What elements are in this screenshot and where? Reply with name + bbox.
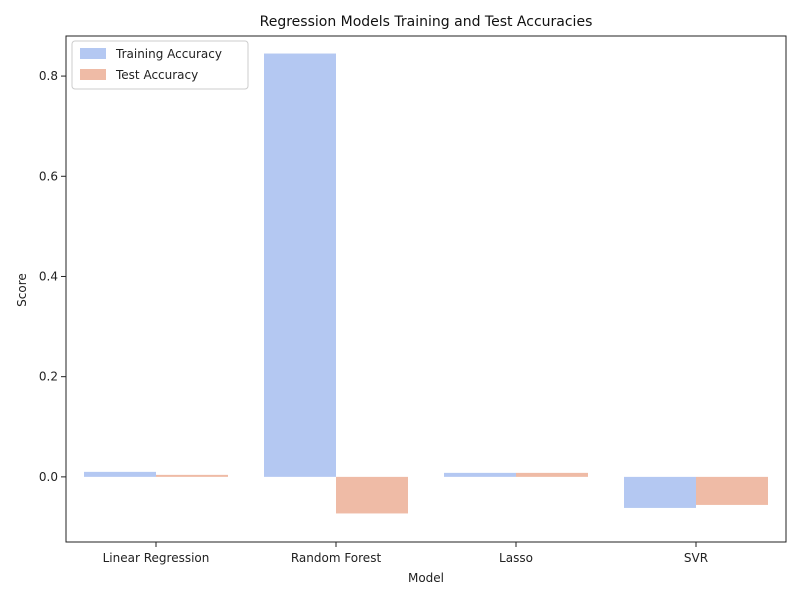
y-tick-label: 0.6 [39, 169, 58, 183]
bar-test-3 [696, 476, 768, 505]
legend-swatch [80, 69, 106, 80]
x-axis-label: Model [408, 571, 444, 585]
legend-swatch [80, 48, 106, 59]
bar-test-0 [156, 474, 228, 477]
legend-label: Test Accuracy [115, 68, 198, 82]
y-tick-label: 0.4 [39, 269, 58, 283]
y-axis: 0.0 0.2 0.4 0.6 0.8 [39, 69, 66, 484]
bar-test-2 [516, 472, 588, 477]
bar-training-1 [264, 53, 336, 477]
y-tick-label: 0.0 [39, 470, 58, 484]
chart-title: Regression Models Training and Test Accu… [260, 14, 593, 30]
y-tick-label: 0.8 [39, 69, 58, 83]
bar-training-3 [624, 476, 696, 508]
legend-label: Training Accuracy [115, 47, 222, 61]
y-axis-label: Score [15, 273, 29, 307]
x-tick-label: Random Forest [291, 551, 382, 565]
bar-training-0 [84, 471, 156, 477]
legend-box [71, 40, 249, 90]
x-tick-label: Lasso [499, 551, 533, 565]
y-tick-label: 0.2 [39, 370, 58, 384]
legend: Training Accuracy Test Accuracy [71, 40, 249, 90]
bar-training-2 [444, 472, 516, 477]
x-tick-label: Linear Regression [103, 551, 210, 565]
x-tick-label: SVR [684, 551, 708, 565]
x-axis: Linear Regression Random Forest Lasso SVR [103, 542, 708, 565]
bar-test-1 [336, 476, 408, 514]
plot-area [65, 35, 787, 543]
plot-frame [65, 35, 787, 543]
